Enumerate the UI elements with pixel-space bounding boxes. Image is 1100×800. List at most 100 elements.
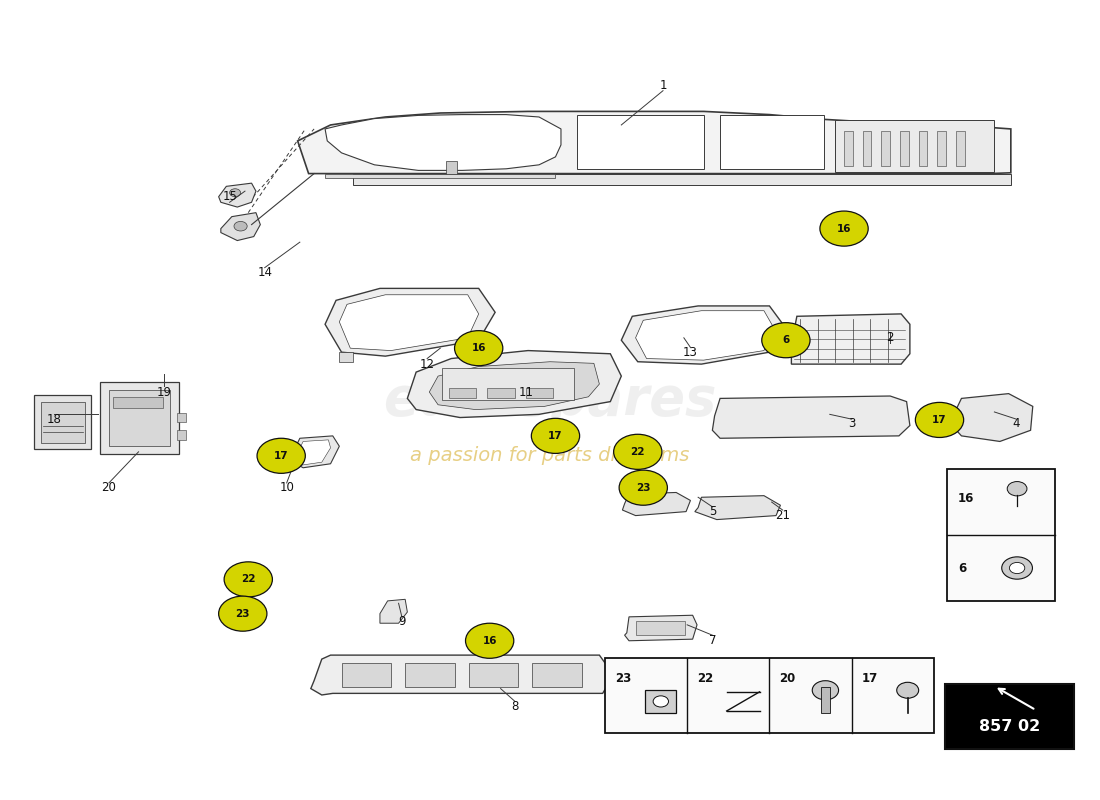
Text: 4: 4 <box>1013 418 1020 430</box>
Bar <box>532 663 582 687</box>
Bar <box>636 621 685 635</box>
Circle shape <box>820 211 868 246</box>
Text: a passion for parts diagrams: a passion for parts diagrams <box>410 446 690 466</box>
Polygon shape <box>429 362 600 410</box>
Text: 11: 11 <box>518 386 534 398</box>
Bar <box>177 413 186 422</box>
Polygon shape <box>352 174 1011 185</box>
Text: 10: 10 <box>279 481 294 494</box>
Bar <box>100 382 179 454</box>
Bar <box>947 470 1055 601</box>
Bar <box>945 684 1075 749</box>
Bar <box>900 130 909 166</box>
Circle shape <box>219 596 267 631</box>
Circle shape <box>230 189 241 197</box>
Circle shape <box>224 562 273 597</box>
Text: 17: 17 <box>548 431 563 441</box>
Text: 16: 16 <box>483 636 497 646</box>
Text: 21: 21 <box>776 509 790 522</box>
Bar <box>449 388 476 398</box>
Text: 23: 23 <box>636 482 650 493</box>
Bar <box>469 663 518 687</box>
Text: 3: 3 <box>848 418 856 430</box>
Polygon shape <box>219 183 256 207</box>
Circle shape <box>465 623 514 658</box>
Text: 17: 17 <box>861 672 878 686</box>
Circle shape <box>531 418 580 454</box>
Text: 16: 16 <box>837 223 851 234</box>
Text: eurospares: eurospares <box>383 374 717 426</box>
Bar <box>339 352 352 362</box>
Circle shape <box>1010 562 1025 574</box>
Bar <box>177 430 186 440</box>
Circle shape <box>454 330 503 366</box>
Bar <box>937 130 946 166</box>
Text: 17: 17 <box>932 415 947 425</box>
Bar <box>862 130 871 166</box>
Text: 18: 18 <box>46 414 62 426</box>
Polygon shape <box>311 655 614 695</box>
Bar <box>442 368 574 400</box>
Circle shape <box>614 434 662 470</box>
Text: 20: 20 <box>780 672 795 686</box>
Circle shape <box>257 438 306 474</box>
Bar <box>835 120 994 172</box>
Text: 16: 16 <box>958 492 975 505</box>
Text: 5: 5 <box>708 505 716 518</box>
Polygon shape <box>695 496 780 519</box>
Polygon shape <box>950 394 1033 442</box>
Circle shape <box>812 681 838 700</box>
Bar <box>34 395 91 450</box>
Circle shape <box>896 682 918 698</box>
Bar <box>821 687 829 713</box>
Bar <box>487 388 515 398</box>
Bar <box>918 130 927 166</box>
Polygon shape <box>298 111 1011 174</box>
Polygon shape <box>446 161 456 174</box>
Text: 857 02: 857 02 <box>979 719 1041 734</box>
Bar <box>956 130 965 166</box>
Text: 22: 22 <box>697 672 714 686</box>
Text: 12: 12 <box>419 358 435 370</box>
Bar <box>41 402 85 443</box>
Text: 23: 23 <box>235 609 250 618</box>
Polygon shape <box>289 436 339 468</box>
Text: 6: 6 <box>782 335 790 346</box>
Bar <box>881 130 890 166</box>
Text: 16: 16 <box>472 343 486 353</box>
Polygon shape <box>623 493 691 515</box>
Polygon shape <box>326 114 561 170</box>
Bar <box>405 663 454 687</box>
Text: 20: 20 <box>101 481 117 494</box>
Polygon shape <box>791 314 910 364</box>
Circle shape <box>234 222 248 231</box>
Bar <box>113 397 163 408</box>
Text: 9: 9 <box>398 615 406 628</box>
Circle shape <box>619 470 668 506</box>
Bar <box>468 352 481 362</box>
Text: 1: 1 <box>659 78 667 91</box>
Bar <box>341 663 390 687</box>
Polygon shape <box>326 174 556 178</box>
Bar <box>720 114 824 169</box>
Text: 13: 13 <box>683 346 697 358</box>
Text: 19: 19 <box>156 386 172 398</box>
Polygon shape <box>221 213 261 241</box>
Text: 8: 8 <box>512 701 518 714</box>
Polygon shape <box>621 306 785 364</box>
Bar <box>109 390 170 446</box>
Circle shape <box>1002 557 1033 579</box>
Text: 14: 14 <box>257 266 272 279</box>
Bar <box>605 658 934 734</box>
Bar <box>646 690 676 713</box>
Text: 22: 22 <box>630 447 645 457</box>
Text: 6: 6 <box>958 562 967 574</box>
Polygon shape <box>625 615 697 641</box>
Circle shape <box>762 322 810 358</box>
Text: 17: 17 <box>274 451 288 461</box>
Polygon shape <box>713 396 910 438</box>
Bar <box>526 388 553 398</box>
Bar <box>578 114 704 169</box>
Polygon shape <box>326 288 495 356</box>
Text: 15: 15 <box>222 190 236 203</box>
